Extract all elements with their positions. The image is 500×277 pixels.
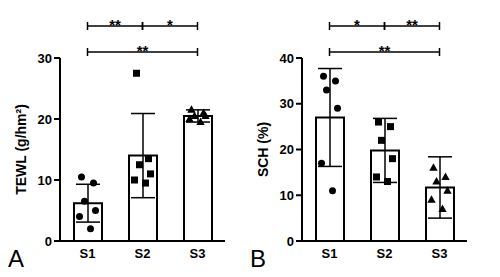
svg-text:S3: S3 [432, 246, 448, 261]
svg-text:30: 30 [280, 96, 294, 111]
svg-text:*: * [354, 16, 360, 33]
svg-text:TEWL (g/hm²): TEWL (g/hm²) [13, 104, 29, 195]
svg-text:0: 0 [287, 234, 294, 249]
svg-text:A: A [8, 245, 24, 269]
svg-text:B: B [250, 245, 266, 269]
svg-text:**: ** [109, 16, 121, 33]
svg-text:S1: S1 [80, 246, 96, 261]
svg-text:S3: S3 [190, 246, 206, 261]
svg-text:20: 20 [38, 112, 52, 127]
svg-text:S1: S1 [322, 246, 338, 261]
svg-text:SCH (%): SCH (%) [255, 122, 271, 177]
svg-text:**: ** [379, 42, 391, 59]
svg-text:S2: S2 [377, 246, 393, 261]
svg-text:10: 10 [280, 188, 294, 203]
svg-text:S2: S2 [135, 246, 151, 261]
svg-text:*: * [167, 16, 173, 33]
svg-text:0: 0 [45, 234, 52, 249]
svg-text:10: 10 [38, 173, 52, 188]
svg-text:30: 30 [38, 51, 52, 66]
svg-text:**: ** [137, 42, 149, 59]
svg-text:20: 20 [280, 142, 294, 157]
svg-text:**: ** [406, 16, 418, 33]
svg-text:40: 40 [280, 51, 294, 66]
